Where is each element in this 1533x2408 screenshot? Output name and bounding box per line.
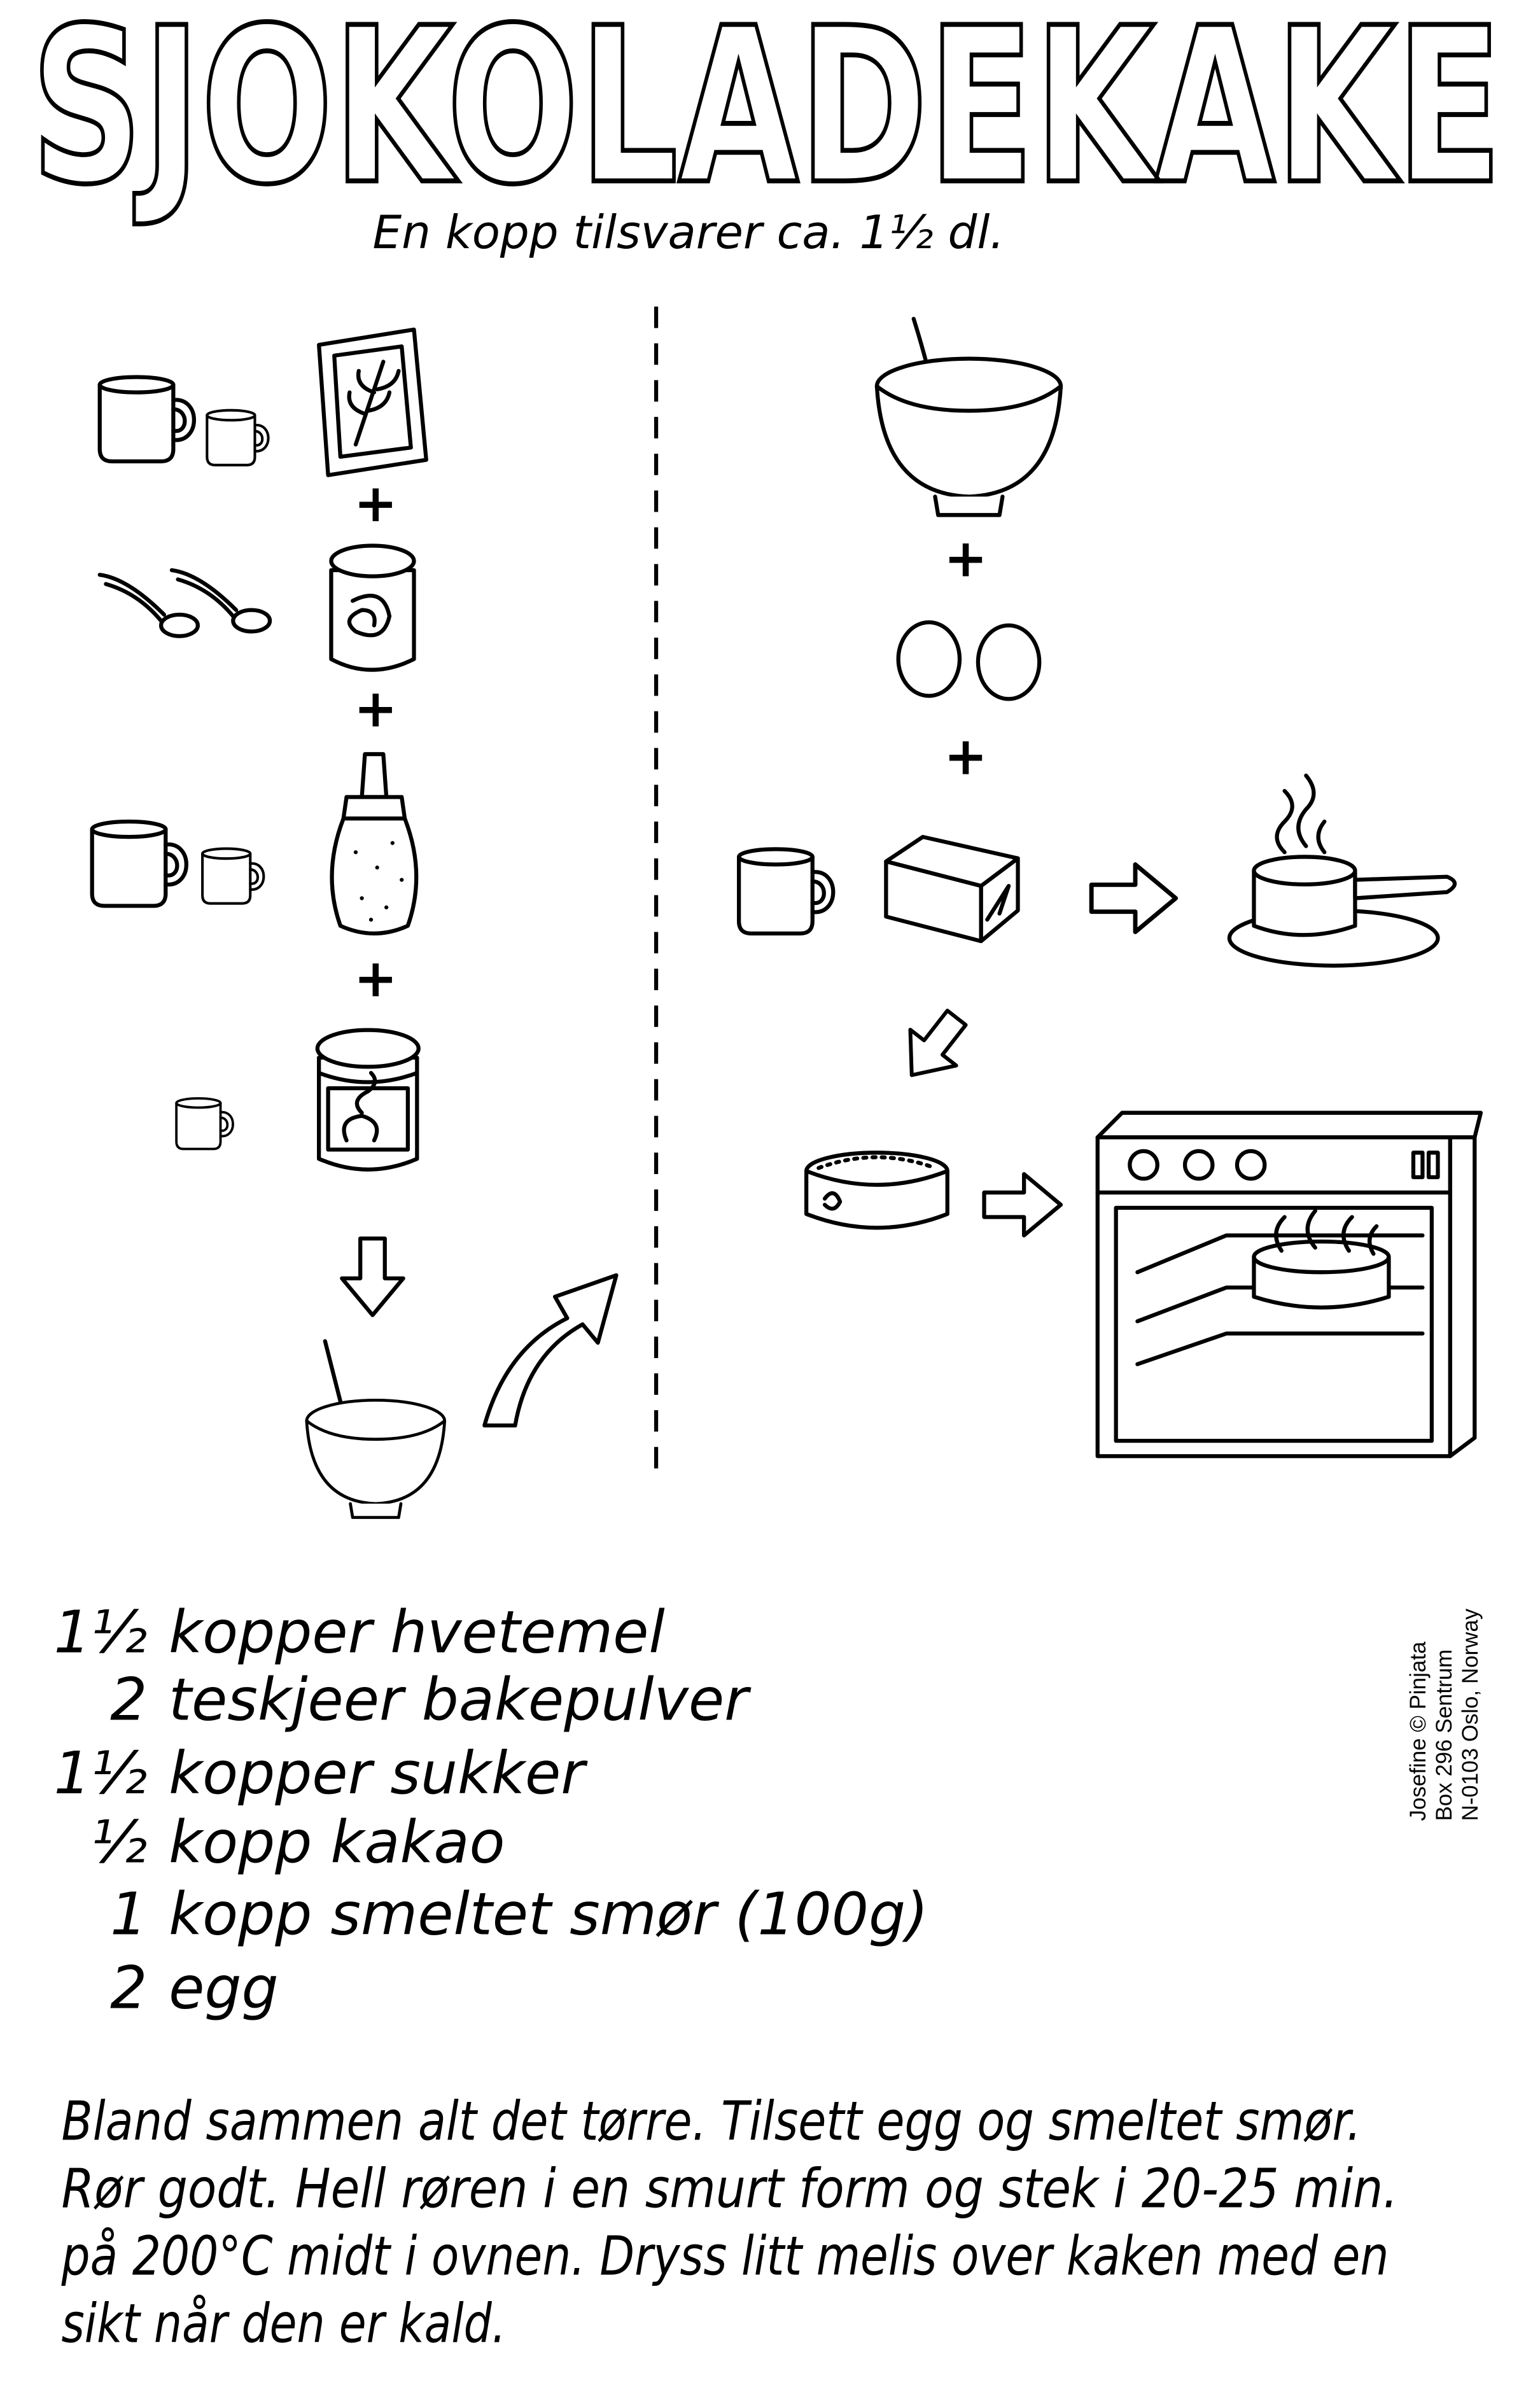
drawing-stroke — [360, 752, 389, 799]
drawing-stroke — [889, 1000, 980, 1093]
curved-arrow — [482, 1273, 619, 1428]
drawing-stroke — [207, 410, 268, 465]
title: SJOKOLADEKAKE — [31, 0, 1502, 232]
eggs — [896, 620, 1042, 701]
ingredient-item: teskjeer bakepulver — [169, 1666, 752, 1734]
butter-cup — [739, 849, 833, 933]
drawing-stroke — [1235, 1149, 1267, 1181]
ingredient-amount: 1½ — [53, 1599, 147, 1667]
drawing-stroke — [482, 1273, 619, 1428]
ingredient-amount: ½ — [91, 1809, 148, 1877]
down-arrow — [342, 1238, 403, 1315]
drawing-stroke — [1448, 1135, 1477, 1459]
instruction-line: Rør godt. Hell røren i en smurt form og … — [62, 2157, 1398, 2220]
arrow-right — [984, 1174, 1061, 1235]
drawing-stroke — [1252, 1239, 1391, 1275]
ingredient-amount: 2 — [110, 1954, 147, 2022]
drawing-stroke — [1182, 1149, 1215, 1181]
cocoa-tin — [315, 1028, 421, 1172]
credit-line: Box 296 Sentrum — [1432, 1649, 1457, 1821]
ingredient-item: kopp kakao — [169, 1809, 505, 1877]
subtitle: En kopp tilsvarer ca. 1½ dl. — [372, 206, 1004, 260]
drawing-stroke — [330, 816, 419, 935]
mixing-bowl — [877, 316, 1061, 515]
drawing-stroke — [342, 1238, 403, 1315]
flour-cups — [100, 377, 269, 465]
drawing-stroke — [1353, 874, 1457, 900]
teaspoons — [100, 570, 270, 636]
drawing-stroke — [100, 377, 194, 461]
credit-line: N-0103 Oslo, Norway — [1458, 1608, 1483, 1821]
baking-powder — [329, 543, 416, 672]
butter — [884, 834, 1020, 944]
drawing-stroke — [332, 344, 413, 459]
instruction-line: på 200°C midt i ovnen. Dryss litt melis … — [61, 2225, 1389, 2287]
ingredient-amount: 2 — [110, 1666, 147, 1734]
credit-line: Josefine © Pinjata — [1406, 1641, 1431, 1821]
sugar-cups — [92, 822, 264, 906]
drawing-stroke — [329, 543, 416, 578]
flour-bag — [317, 327, 428, 477]
plus: + — [944, 726, 988, 787]
drawing-stroke — [329, 568, 416, 672]
drawing-stroke — [307, 1400, 445, 1517]
cake-tin — [806, 1152, 948, 1228]
drawing-stroke — [342, 1070, 379, 1143]
drawing-stroke — [1095, 1110, 1483, 1140]
drawing-stroke — [1252, 855, 1357, 886]
drawing-stroke — [175, 1097, 234, 1151]
mixing-bowl-small — [307, 1339, 445, 1518]
drawing-stroke — [92, 822, 186, 906]
credit: Josefine © Pinjata Box 296 Sentrum N-0103 … — [1406, 1608, 1483, 1821]
drawing-stroke — [347, 594, 392, 638]
drawing-stroke — [202, 849, 263, 904]
drawing-stroke — [1275, 773, 1327, 855]
drawing-stroke — [1128, 1149, 1159, 1181]
plus: + — [354, 949, 398, 1009]
ingredient-item: kopper hvetemel — [169, 1599, 665, 1667]
drawing-stroke — [985, 884, 1011, 922]
drawing-stroke — [739, 849, 833, 933]
drawing-stroke — [1411, 1151, 1425, 1179]
drawing-stroke — [315, 1028, 421, 1069]
ingredient-item: kopper sukker — [169, 1739, 588, 1807]
plus: + — [944, 529, 988, 589]
sugar-shaker — [330, 752, 419, 935]
drawing-stroke — [877, 359, 1061, 515]
drawing-stroke — [347, 360, 401, 447]
saucepan — [1227, 773, 1457, 968]
instruction-line: Bland sammen alt det tørre. Tilsett egg … — [62, 2090, 1362, 2152]
ingredient-item: egg — [169, 1954, 279, 2022]
plus: + — [354, 679, 398, 739]
drawing-stroke — [806, 1152, 948, 1228]
instructions: Bland sammen alt det tørre. Tilsett egg … — [61, 2090, 1398, 2355]
drawing-stroke — [1252, 868, 1357, 937]
drawing-stroke — [341, 795, 407, 821]
ingredient-amount: 1 — [110, 1880, 147, 1949]
drawing-stroke — [984, 1174, 1061, 1235]
diagonal-arrow — [889, 1000, 980, 1093]
drawing-stroke — [1114, 1205, 1434, 1443]
drawing-stroke — [1426, 1151, 1440, 1179]
plus: + — [354, 473, 398, 534]
ingredient-amount: 1½ — [53, 1739, 147, 1807]
cocoa-cup — [175, 1097, 234, 1151]
drawing-stroke — [100, 575, 198, 636]
drawing-stroke — [1091, 864, 1175, 932]
drawing-stroke — [896, 620, 962, 698]
drawing-stroke — [976, 623, 1042, 701]
drawing-stroke — [353, 841, 404, 922]
drawing-stroke — [1274, 1208, 1379, 1256]
instruction-line: sikt når den er kald. — [62, 2292, 507, 2355]
arrow-right — [1091, 864, 1175, 932]
oven — [1095, 1110, 1483, 1459]
drawing-stroke — [317, 1070, 419, 1084]
ingredient-item: kopp smeltet smør (100g) — [169, 1880, 928, 1949]
